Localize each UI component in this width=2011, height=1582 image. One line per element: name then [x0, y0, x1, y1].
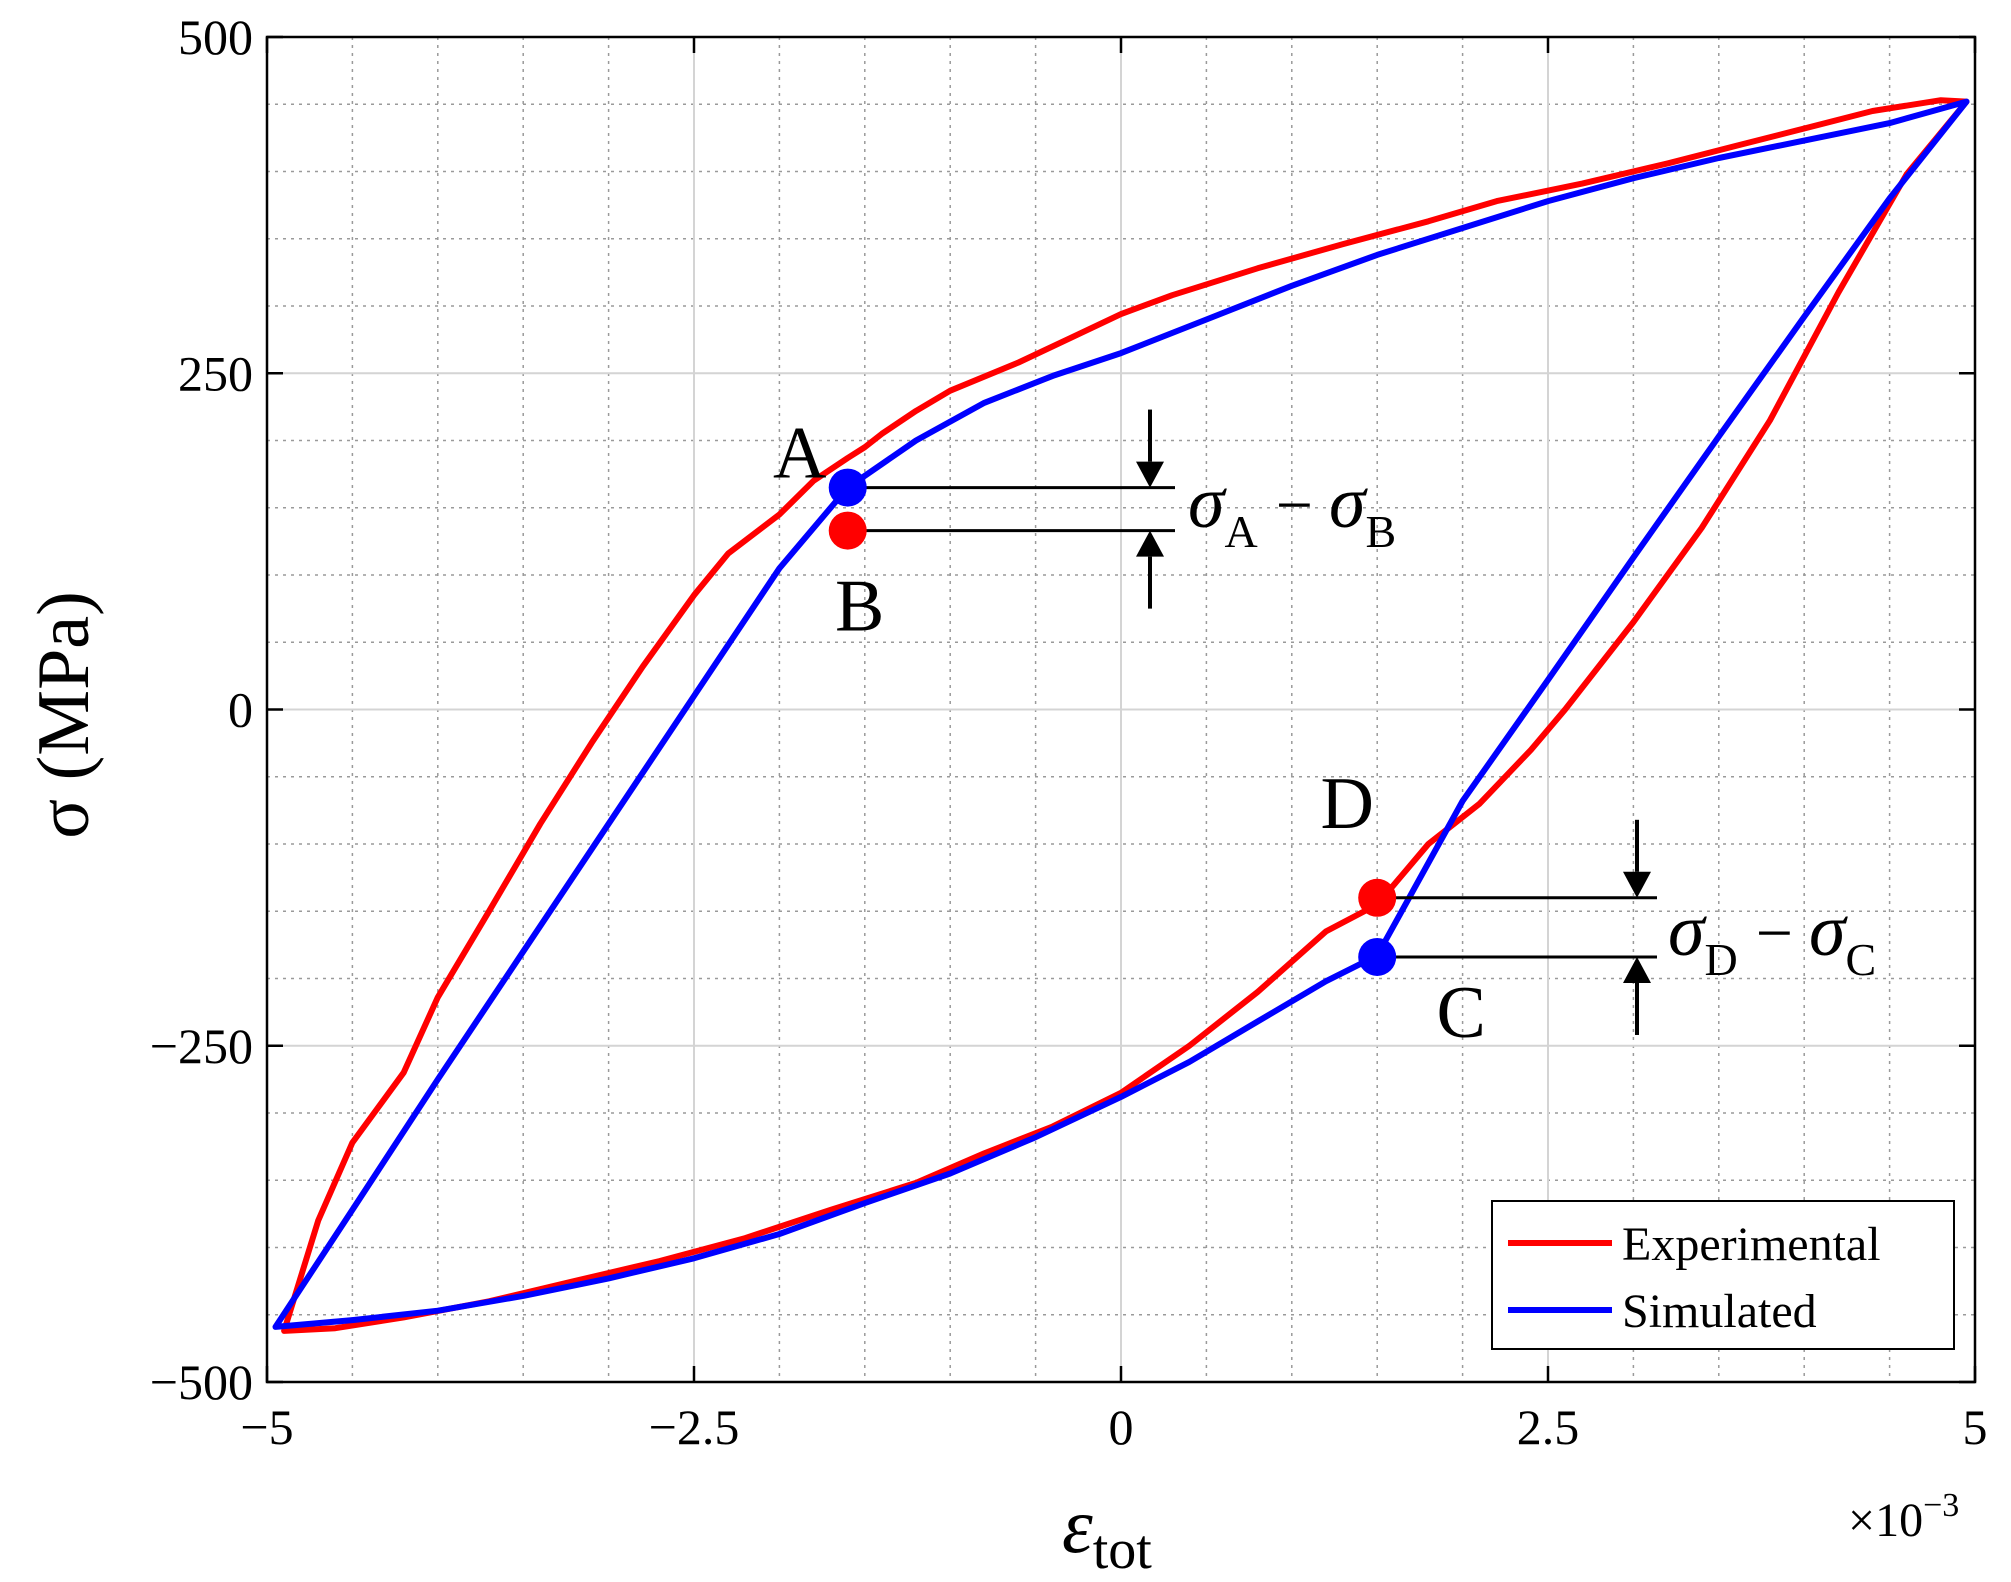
x-axis-label: εtot [1062, 1482, 1152, 1581]
arrow-down-d-head [1623, 871, 1651, 898]
annotation-dc-sigma2: σ [1809, 890, 1848, 972]
y-tick-label: 0 [228, 682, 253, 738]
annotation-ab-op: − [1276, 469, 1313, 542]
arrow-up-b-head [1136, 530, 1164, 557]
annotation-sigma-a-minus-sigma-b: σA − σB [1188, 462, 1396, 557]
axis-ticks: −5 −2.5 0 2.5 5 −500 −250 0 250 500 [150, 9, 1988, 1455]
legend: Experimental Simulated [1491, 1200, 1955, 1350]
x-axis-multiplier-exponent: −3 [1923, 1487, 1959, 1524]
point-label-d: D [1320, 763, 1373, 845]
annotation-dc-op: − [1756, 897, 1793, 970]
annotation-ab-sub2: B [1365, 506, 1396, 557]
annotation-dc-sub1: D [1705, 934, 1738, 985]
point-c [1358, 937, 1397, 976]
legend-box [1491, 1200, 1955, 1350]
x-axis-label-subscript: tot [1093, 1519, 1153, 1581]
x-tick-label: 0 [1109, 1399, 1134, 1455]
y-axis-label: σ (MPa) [23, 591, 105, 838]
point-d [1358, 878, 1397, 917]
y-tick-label: 500 [178, 9, 253, 65]
annotation-dc-sigma1: σ [1668, 890, 1707, 972]
annotation-sigma-d-minus-sigma-c: σD − σC [1668, 890, 1876, 985]
point-a [828, 468, 867, 507]
point-label-c: C [1437, 972, 1486, 1054]
y-tick-label: −500 [150, 1354, 253, 1410]
x-axis-multiplier: ×10−3 [1848, 1487, 1959, 1547]
arrow-down-a-head [1136, 461, 1164, 488]
x-tick-label: −5 [240, 1399, 293, 1455]
arrow-up-c-head [1623, 956, 1651, 983]
series-line-experimental [281, 97, 1970, 1334]
x-axis-multiplier-base: ×10 [1848, 1494, 1923, 1547]
measurement-markers [847, 409, 1657, 1035]
annotation-ab-sigma2: σ [1329, 462, 1368, 544]
point-b [828, 511, 867, 550]
y-tick-label: −250 [150, 1018, 253, 1074]
x-tick-label: −2.5 [649, 1399, 740, 1455]
x-tick-label: 2.5 [1517, 1399, 1580, 1455]
point-label-a: A [773, 413, 826, 495]
legend-label-experimental: Experimental [1622, 1218, 1881, 1271]
annotation-ab-sigma1: σ [1188, 462, 1227, 544]
legend-label-simulated: Simulated [1622, 1285, 1817, 1338]
point-label-b: B [835, 566, 884, 648]
annotation-ab-sub1: A [1225, 506, 1258, 557]
y-tick-label: 250 [178, 345, 253, 401]
x-tick-label: 5 [1963, 1399, 1988, 1455]
x-axis-label-symbol: ε [1062, 1482, 1093, 1569]
annotation-dc-sub2: C [1845, 934, 1876, 985]
